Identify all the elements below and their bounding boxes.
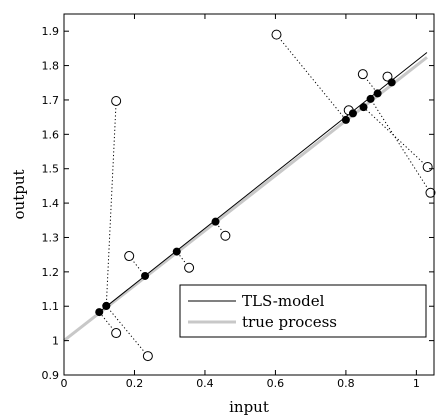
y-tick-label-5: 1.4 xyxy=(42,197,60,210)
y-tick-label-1: 1 xyxy=(52,335,59,348)
projected-point-6 xyxy=(341,115,350,124)
plot-frame xyxy=(63,13,435,376)
projected-point-3 xyxy=(102,301,111,310)
y-tick-label-2: 1.1 xyxy=(42,300,60,313)
y-tick-label-3: 1.2 xyxy=(42,266,60,279)
legend: TLS-model true process xyxy=(179,284,427,338)
observed-point-11 xyxy=(425,187,436,198)
x-tick-label-1: 0.2 xyxy=(126,377,144,390)
projected-point-1 xyxy=(141,271,150,280)
observed-point-4 xyxy=(184,262,195,273)
observed-point-0 xyxy=(111,95,122,106)
y-tick-label-8: 1.7 xyxy=(42,94,60,107)
projected-point-5 xyxy=(211,217,220,226)
observed-point-1 xyxy=(124,251,135,262)
projection-link-10 xyxy=(363,106,428,168)
ticks: 0 0.2 0.4 0.6 0.8 1 0.9 1 1.1 1.2 1.3 1.4 1.5 1.6 1.7 1… xyxy=(42,14,434,390)
observed-point-3 xyxy=(142,351,153,362)
x-tick-label-4: 0.8 xyxy=(337,377,355,390)
x-tick-label-3: 0.6 xyxy=(267,377,285,390)
projection-link-6 xyxy=(276,34,347,121)
observed-point-2 xyxy=(111,328,122,339)
projected-point-9 xyxy=(387,78,396,87)
projection-link-0 xyxy=(105,100,117,306)
y-tick-label-4: 1.3 xyxy=(42,231,60,244)
x-tick-label-0: 0 xyxy=(61,377,68,390)
observed-point-6 xyxy=(271,29,282,40)
projection-links xyxy=(98,34,431,357)
legend-label-true-process: true process xyxy=(242,313,337,331)
y-tick-label-9: 1.8 xyxy=(42,60,60,73)
projected-point-7 xyxy=(348,109,357,118)
projected-point-4 xyxy=(172,247,181,256)
observed-points xyxy=(111,29,436,362)
projected-point-11 xyxy=(366,94,375,103)
y-tick-label-10: 1.9 xyxy=(42,25,60,38)
y-tick-label-0: 0.9 xyxy=(42,369,60,382)
legend-box xyxy=(179,284,427,338)
observed-point-10 xyxy=(422,161,433,172)
projection-link-3 xyxy=(105,305,149,357)
projected-point-8 xyxy=(373,89,382,98)
observed-point-8 xyxy=(357,69,368,80)
x-tick-label-5: 1 xyxy=(413,377,420,390)
projected-point-2 xyxy=(95,308,104,317)
x-tick-label-2: 0.4 xyxy=(196,377,214,390)
observed-point-9 xyxy=(382,71,393,82)
projection-link-11 xyxy=(370,98,431,194)
x-axis-label: input xyxy=(229,398,269,416)
y-tick-label-7: 1.6 xyxy=(42,128,60,141)
y-axis-label: output xyxy=(10,169,28,219)
y-tick-label-6: 1.5 xyxy=(42,163,60,176)
projected-points xyxy=(95,78,396,317)
observed-point-5 xyxy=(220,230,231,241)
legend-label-tls-model: TLS-model xyxy=(242,292,325,310)
projected-point-10 xyxy=(359,103,368,112)
